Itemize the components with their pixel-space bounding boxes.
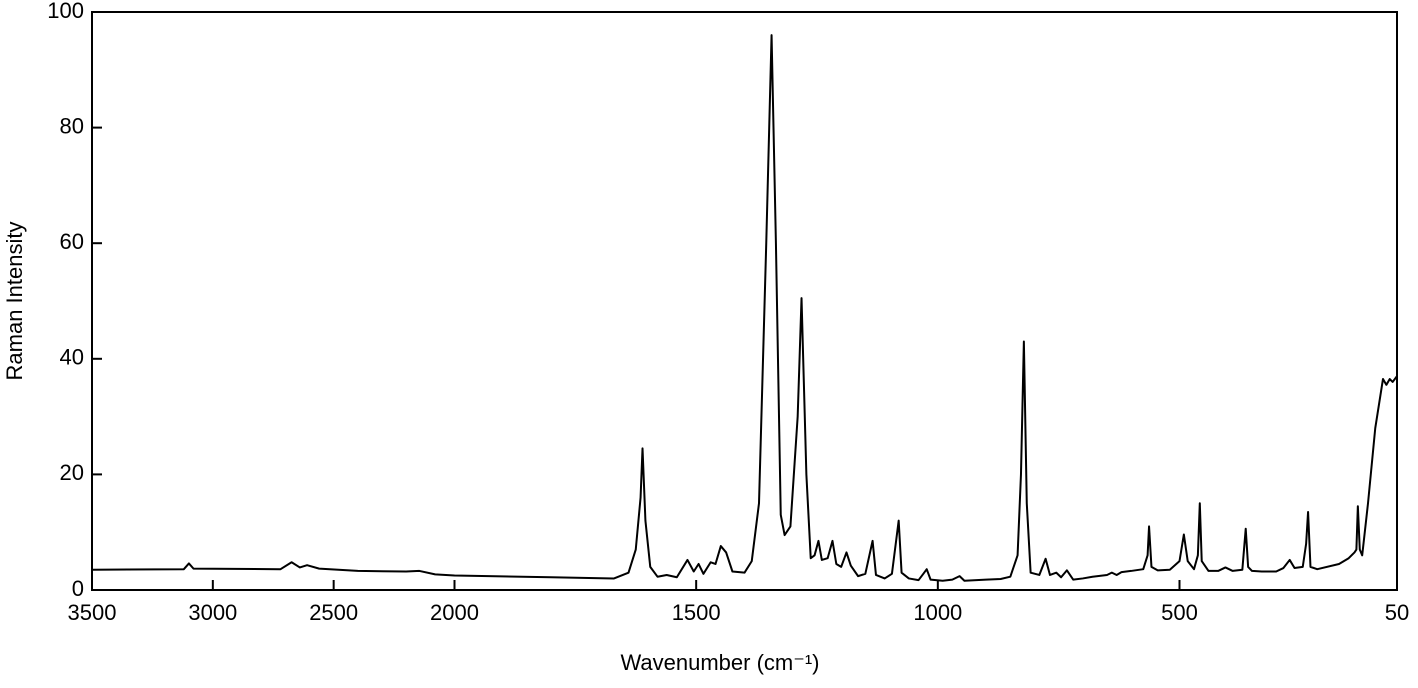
x-tick-label: 2500 [309,600,358,625]
y-tick-label: 100 [47,0,84,23]
x-tick-label: 3000 [188,600,237,625]
x-axis-label: Wavenumber (cm⁻¹) [620,650,819,675]
x-tick-label: 50 [1385,600,1409,625]
x-tick-label: 500 [1161,600,1198,625]
y-tick-label: 0 [72,576,84,601]
plot-frame [91,11,1398,591]
x-tick-label: 1500 [672,600,721,625]
y-tick-label: 40 [60,345,84,370]
y-tick-label: 80 [60,113,84,138]
x-tick-label: 2000 [430,600,479,625]
x-tick-label: 1000 [913,600,962,625]
y-axis-label: Raman Intensity [2,222,27,381]
x-tick-label: 3500 [68,600,117,625]
y-tick-label: 60 [60,229,84,254]
spectrum-line [91,34,1398,582]
y-tick-label: 20 [60,460,84,485]
